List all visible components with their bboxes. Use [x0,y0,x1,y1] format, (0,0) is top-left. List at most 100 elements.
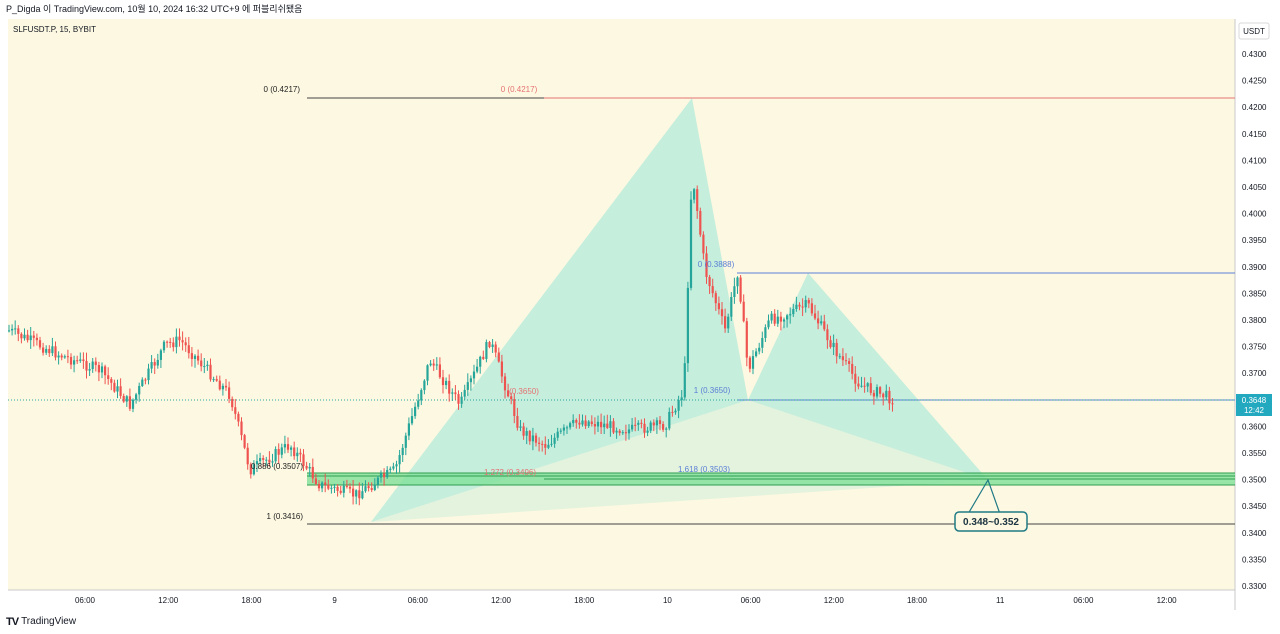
time-tick-label: 06:00 [75,596,96,605]
candle [578,414,581,429]
price-tick-label: 0.3800 [1242,316,1267,325]
symbol-legend: SLFUSDT.P, 15, BYBIT [13,25,96,34]
candle [649,420,652,434]
candle [600,413,603,435]
candle [844,353,848,365]
candle [85,352,88,379]
candle [423,379,426,395]
candle [259,452,262,465]
candle [76,355,79,364]
candle [820,315,823,326]
candle [104,364,107,385]
candle [398,449,401,473]
candle [826,324,829,349]
candle [445,377,448,390]
candle [364,480,367,493]
candle [829,335,832,349]
candle [544,436,547,455]
candle [314,473,317,486]
candle [29,327,32,349]
target-zone-label: 0.348~0.352 [963,517,1019,528]
candle [420,388,423,406]
candle [863,377,866,393]
last-price-badge [1236,394,1272,416]
candle [426,364,429,386]
candle [8,324,11,333]
candle [66,349,69,364]
candle [119,378,122,399]
price-tick-label: 0.3550 [1242,449,1267,458]
currency-label: USDT [1243,27,1265,36]
candle [823,314,826,332]
time-tick-label: 06:00 [741,596,762,605]
footer-brand: TV TradingView [6,614,76,630]
candle [150,355,153,374]
candle [407,417,410,441]
candle [324,473,327,493]
pattern-bcd-triangle [748,273,988,480]
candle [212,376,215,383]
candle [159,348,162,368]
candle [634,417,637,432]
candle [724,308,727,333]
candle [596,415,600,433]
price-tick-label: 0.4300 [1242,50,1267,59]
candle [203,357,206,374]
candle [773,309,776,327]
candle [500,354,503,384]
candle [841,348,844,367]
candle [702,231,705,260]
candle [835,338,838,364]
candle [612,418,615,434]
candle [125,395,128,407]
candle [637,420,640,431]
candle [624,424,627,441]
price-tick-label: 0.3500 [1242,476,1267,485]
price-axis-labels: 0.4300 0.4250 0.4200 0.4150 0.4100 0.4050 0.40… [1242,50,1267,591]
candle [699,207,702,237]
candle [336,484,339,497]
time-tick-label: 06:00 [1073,596,1094,605]
candle [308,462,311,477]
publish-text: P_Digda 이 TradingView.com, 10월 10, 2024 … [6,4,303,14]
candle [116,379,119,399]
time-tick-label: 18:00 [241,596,262,605]
candle [339,485,342,495]
candle [197,349,200,365]
candle [776,309,779,327]
candle [293,441,296,460]
candle [665,426,668,438]
candle [479,355,482,374]
price-tick-label: 0.4000 [1242,210,1267,219]
fib-left-0-label: 0 (0.4217) [264,85,301,94]
fib-3650-label: (0.3650) [509,387,539,396]
candle [851,356,854,380]
candle [410,408,414,426]
candle [854,366,857,392]
time-tick-label: 12:00 [158,596,179,605]
candle [11,324,14,336]
candle [274,446,277,464]
candle [224,378,228,391]
candle [792,303,795,317]
candle [888,386,891,411]
candle [113,379,116,393]
candle [392,462,395,471]
candle [138,382,141,402]
candle [215,375,218,382]
candle [69,353,73,370]
candle [736,276,739,294]
candle [507,383,510,398]
fib-mid-0-label: 0 (0.4217) [501,85,538,94]
candle [311,458,314,484]
candle [575,418,578,429]
price-tick-label: 0.3900 [1242,263,1267,272]
currency-selector[interactable] [1238,22,1270,40]
candle [280,443,283,459]
candle [107,367,110,385]
candle [810,298,813,316]
candle [383,468,386,486]
candle [231,396,234,411]
brand-name: TradingView [21,616,77,627]
